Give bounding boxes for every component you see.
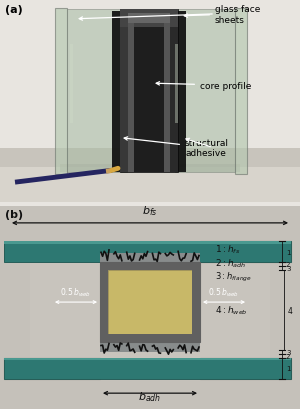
Text: 1: 1 [286, 249, 290, 255]
Bar [100, 334, 200, 342]
Polygon shape [4, 357, 100, 380]
Text: 3: 3 [286, 349, 290, 355]
Text: $0.5\,b_{web}$: $0.5\,b_{web}$ [61, 286, 92, 299]
Bar [178, 12, 186, 173]
Bar [108, 271, 192, 334]
Bar [30, 251, 270, 360]
Text: 2: 2 [286, 262, 290, 268]
Bar [55, 9, 67, 175]
Text: $3: h_{flange}$: $3: h_{flange}$ [215, 270, 252, 283]
Bar [70, 45, 73, 124]
Text: 3: 3 [286, 266, 290, 272]
Text: $2: h_{adh}$: $2: h_{adh}$ [215, 256, 246, 269]
Text: (a): (a) [5, 5, 23, 15]
Bar [0, 148, 300, 202]
Bar [112, 12, 120, 173]
Bar [4, 357, 291, 361]
Text: 1: 1 [286, 366, 290, 371]
Bar [175, 10, 235, 173]
Bar [235, 9, 247, 175]
Text: $1: h_{fs}$: $1: h_{fs}$ [215, 243, 240, 255]
Bar [100, 263, 108, 342]
Bar [120, 10, 178, 28]
Polygon shape [4, 241, 100, 263]
Bar [100, 263, 200, 342]
Bar [4, 357, 291, 380]
Bar [100, 263, 200, 271]
Bar [100, 253, 200, 263]
Text: glass face
sheets: glass face sheets [184, 5, 260, 25]
Text: 2: 2 [286, 353, 290, 359]
Text: $4: h_{web}$: $4: h_{web}$ [215, 304, 248, 317]
Bar [128, 14, 170, 24]
Bar [100, 342, 200, 352]
Bar [164, 24, 170, 173]
Text: 4: 4 [288, 306, 293, 315]
Bar [4, 241, 291, 263]
Bar [128, 24, 134, 173]
Polygon shape [200, 357, 291, 380]
Text: structural
adhesive: structural adhesive [124, 137, 229, 158]
Text: $b_{adh}$: $b_{adh}$ [138, 389, 162, 403]
Bar [120, 10, 178, 173]
Polygon shape [200, 241, 291, 263]
Bar [4, 241, 291, 244]
Text: core profile: core profile [156, 81, 251, 90]
Bar [192, 263, 200, 342]
Bar [175, 45, 178, 124]
Bar [168, 10, 178, 173]
Bar [60, 165, 240, 173]
Text: $b_{fs}$: $b_{fs}$ [142, 204, 158, 218]
Bar [67, 10, 127, 173]
Bar [120, 10, 130, 173]
Bar [0, 168, 300, 202]
Text: $0.5\,b_{web}$: $0.5\,b_{web}$ [208, 286, 239, 299]
Text: (b): (b) [5, 209, 23, 220]
